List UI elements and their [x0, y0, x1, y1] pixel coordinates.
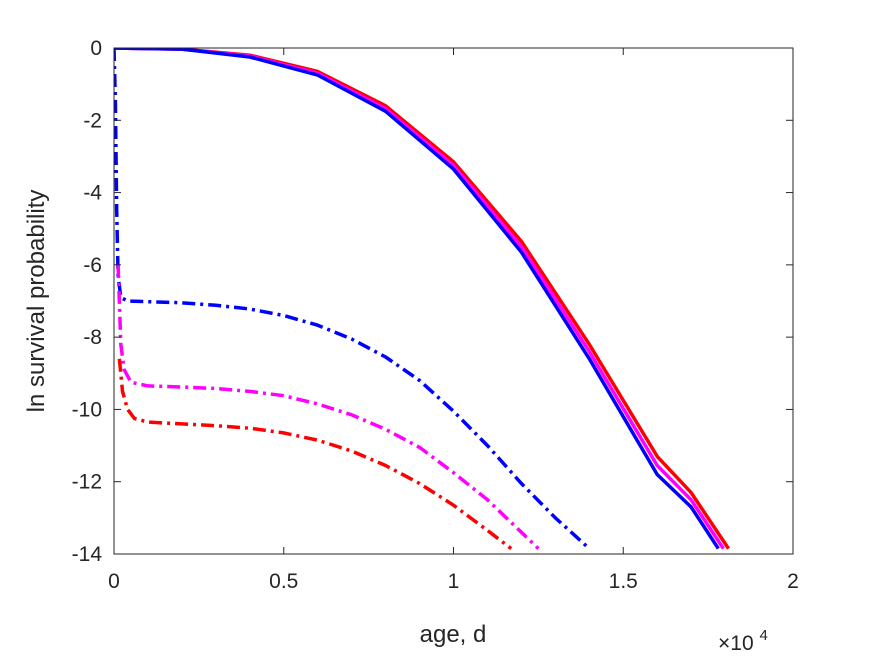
x-tick-label: 1.5: [609, 570, 638, 593]
x-exponent-base: ×10: [718, 632, 754, 655]
y-tick-label: 0: [90, 37, 102, 60]
x-tick-label: 1: [448, 570, 460, 593]
y-tick-label: -8: [83, 326, 102, 349]
x-tick-label: 0.5: [269, 570, 298, 593]
x-exponent-power: 4: [759, 627, 767, 644]
tick-layer: 0 0.5 1 1.5 2 0 -2 -4 -6 -8 -10 -12 -14: [72, 37, 799, 593]
y-tick-label: -14: [72, 543, 103, 566]
series-line-4: [114, 48, 591, 550]
y-tick-label: -12: [72, 471, 102, 494]
x-axis-label: age, d: [420, 621, 487, 648]
x-tick-label: 2: [787, 570, 799, 593]
series-layer: [114, 48, 730, 550]
y-tick-label: -6: [83, 254, 102, 277]
series-line-6: [117, 358, 513, 550]
y-tick-label: -4: [83, 182, 102, 205]
y-tick-label: -10: [72, 398, 102, 421]
y-axis-label: ln survival probability: [23, 190, 50, 413]
y-tick-label: -2: [83, 109, 102, 132]
series-line-3: [114, 48, 720, 550]
x-tick-label: 0: [108, 570, 120, 593]
series-line-5: [116, 264, 540, 550]
x-exponent-label: ×10 4: [718, 627, 768, 655]
